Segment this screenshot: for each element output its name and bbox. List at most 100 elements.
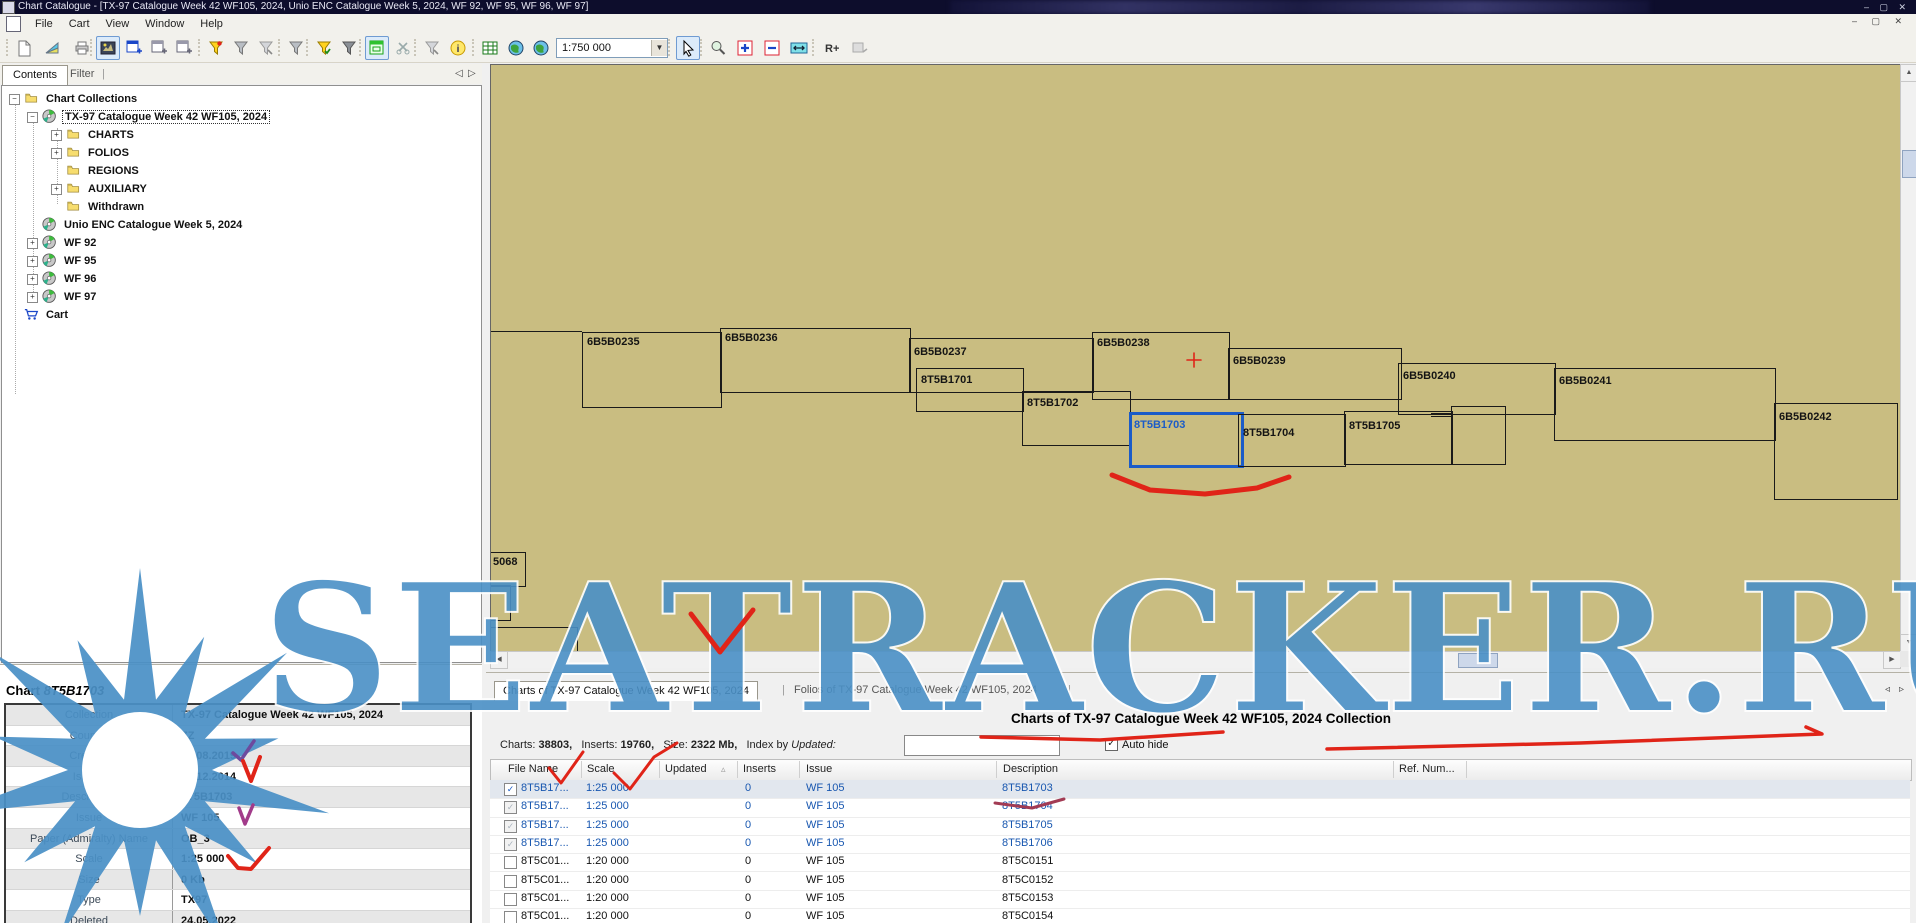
map-chart-rect-8t5b1703[interactable] bbox=[1129, 412, 1244, 468]
row-checkbox[interactable]: ✓ bbox=[504, 801, 517, 815]
table-row[interactable]: ✓ 8T5B17... 1:25 000 0 WF 105 8T5B1705 bbox=[490, 817, 1910, 836]
collapse-icon[interactable]: − bbox=[27, 112, 38, 123]
column-header-file-name[interactable]: File Name bbox=[508, 763, 559, 775]
index-search-input[interactable] bbox=[904, 735, 1060, 756]
map-chart-rect-6b5b0242[interactable] bbox=[1774, 403, 1898, 500]
map-vertical-scrollbar[interactable]: ▲ ▼ bbox=[1900, 64, 1916, 652]
expand-icon[interactable]: + bbox=[27, 238, 38, 249]
column-header-inserts[interactable]: Inserts bbox=[743, 763, 777, 775]
row-checkbox[interactable] bbox=[504, 856, 517, 870]
table-row[interactable]: 8T5C01... 1:20 000 0 WF 105 8T5C0151 bbox=[490, 853, 1910, 873]
scale-dropdown-icon[interactable]: ▼ bbox=[651, 40, 667, 56]
color-wedge-icon[interactable] bbox=[40, 36, 64, 60]
row-checkbox[interactable] bbox=[504, 911, 517, 923]
tree-item-withdrawn[interactable]: Withdrawn bbox=[66, 198, 146, 215]
tree-item-wf-96[interactable]: WF 96 bbox=[42, 270, 98, 287]
export-icon[interactable] bbox=[848, 36, 872, 60]
tab-scroll-right-icon[interactable]: ▷ bbox=[468, 68, 476, 79]
map-chart-rect[interactable] bbox=[491, 585, 511, 621]
tab-charts-of-collection[interactable]: Charts of TX-97 Catalogue Week 42 WF105,… bbox=[494, 681, 759, 701]
column-header-issue[interactable]: Issue bbox=[806, 763, 833, 775]
tree-item-tx-97-catalogue-week-42-wf105-2024[interactable]: TX-97 Catalogue Week 42 WF105, 2024 bbox=[42, 108, 271, 125]
filter-muted-icon[interactable] bbox=[420, 36, 444, 60]
map-chart-rect-6b5b0238[interactable] bbox=[1092, 332, 1230, 400]
tree-item-cart[interactable]: Cart bbox=[24, 306, 70, 323]
print-icon[interactable] bbox=[70, 36, 94, 60]
auto-hide-checkbox[interactable]: ✓ bbox=[1105, 738, 1118, 751]
pointer-icon[interactable] bbox=[676, 36, 700, 60]
collapse-icon[interactable]: − bbox=[9, 94, 20, 105]
row-checkbox[interactable]: ✓ bbox=[504, 819, 517, 833]
map-chart-rect-8t5b1705[interactable] bbox=[1344, 411, 1453, 465]
horizontal-scroll-thumb[interactable] bbox=[1458, 653, 1498, 668]
row-checkbox[interactable]: ✓ bbox=[504, 783, 517, 796]
column-header-ref-num[interactable]: Ref. Num... bbox=[1399, 763, 1455, 775]
tree-item-chart-collections[interactable]: Chart Collections bbox=[24, 90, 139, 107]
vertical-scroll-thumb[interactable] bbox=[1902, 150, 1916, 178]
scroll-up-icon[interactable]: ▲ bbox=[1900, 64, 1916, 82]
zoom-in-icon[interactable] bbox=[733, 36, 757, 60]
filter-gray-icon[interactable] bbox=[229, 36, 253, 60]
table-row[interactable]: ✓ 8T5B17... 1:25 000 0 WF 105 8T5B1704 bbox=[490, 798, 1910, 818]
table-row[interactable]: 8T5C01... 1:20 000 0 WF 105 8T5C0154 bbox=[490, 908, 1910, 923]
map-chart-rect-6b5b0235[interactable] bbox=[582, 332, 722, 408]
tree-item-wf-95[interactable]: WF 95 bbox=[42, 252, 98, 269]
globe-raster-icon[interactable] bbox=[504, 36, 528, 60]
map-chart-rect-5068[interactable] bbox=[491, 552, 526, 587]
row-checkbox[interactable]: ✓ bbox=[504, 837, 517, 851]
clear-selection-icon[interactable] bbox=[392, 36, 416, 60]
table-row[interactable]: 8T5C01... 1:20 000 0 WF 105 8T5C0152 bbox=[490, 872, 1910, 891]
row-checkbox[interactable] bbox=[504, 892, 517, 906]
overview-window-icon[interactable] bbox=[365, 36, 389, 60]
filter-favorites-icon[interactable] bbox=[204, 36, 228, 60]
map-horizontal-scrollbar[interactable]: ◀ ▶ bbox=[490, 651, 1901, 669]
map-chart-rect-8t5b1704[interactable] bbox=[1238, 414, 1346, 467]
tree-item-regions[interactable]: REGIONS bbox=[66, 162, 141, 179]
mdi-window-controls[interactable]: ‒ ▢ ✕ bbox=[1851, 16, 1908, 26]
map-chart-rect-6b5b0240[interactable] bbox=[1398, 363, 1556, 415]
zoom-out-icon[interactable] bbox=[760, 36, 784, 60]
expand-icon[interactable]: + bbox=[51, 184, 62, 195]
map-chart-rect-8t5b1701[interactable] bbox=[916, 368, 1024, 412]
expand-icon[interactable]: + bbox=[27, 292, 38, 303]
new-window-icon[interactable] bbox=[122, 36, 146, 60]
menu-item-help[interactable]: Help bbox=[200, 17, 223, 30]
scroll-left-icon[interactable]: ◀ bbox=[490, 651, 508, 669]
tab-filter[interactable]: Filter bbox=[70, 68, 95, 80]
filter-check-icon[interactable] bbox=[312, 36, 336, 60]
filter-apply-icon[interactable] bbox=[284, 36, 308, 60]
grid-table-icon[interactable] bbox=[478, 36, 502, 60]
tree-item-folios[interactable]: FOLIOS bbox=[66, 144, 131, 161]
map-chart-rect-6b5b0236[interactable] bbox=[720, 328, 911, 393]
table-row[interactable]: 8T5C01... 1:20 000 0 WF 105 8T5C0153 bbox=[490, 890, 1910, 910]
expand-icon[interactable]: + bbox=[51, 148, 62, 159]
expand-icon[interactable]: + bbox=[51, 130, 62, 141]
row-checkbox[interactable] bbox=[504, 874, 517, 888]
table-row[interactable]: ✓ 8T5B17... 1:25 000 0 WF 105 8T5B1703 bbox=[490, 780, 1910, 800]
tree-item-unio-enc-catalogue-week-5-2024[interactable]: Unio ENC Catalogue Week 5, 2024 bbox=[42, 216, 244, 233]
tree-item-charts[interactable]: CHARTS bbox=[66, 126, 136, 143]
panel-tab-scroll-right-icon[interactable]: ▹ bbox=[1898, 684, 1904, 695]
map-chart-rect[interactable] bbox=[491, 627, 578, 652]
tab-folios-of-collection[interactable]: Folios of TX-97 Catalogue Week 42 WF105,… bbox=[794, 684, 1037, 696]
tree-item-wf-92[interactable]: WF 92 bbox=[42, 234, 98, 251]
tab-scroll-left-icon[interactable]: ◁ bbox=[455, 68, 463, 79]
panel-tab-scroll-left-icon[interactable]: ◃ bbox=[1884, 684, 1890, 695]
tab-contents[interactable]: Contents bbox=[2, 65, 69, 85]
fit-width-icon[interactable] bbox=[787, 36, 811, 60]
info-icon[interactable]: i bbox=[446, 36, 470, 60]
window-controls[interactable]: ‒ ▢ ✕ bbox=[1863, 2, 1910, 12]
map-chart-rect-6b5b0237[interactable] bbox=[909, 338, 1094, 393]
tree-item-wf-97[interactable]: WF 97 bbox=[42, 288, 98, 305]
magnifier-icon[interactable] bbox=[706, 36, 730, 60]
filter-dark-icon[interactable] bbox=[337, 36, 361, 60]
table-row[interactable]: ✓ 8T5B17... 1:25 000 0 WF 105 8T5B1706 bbox=[490, 835, 1910, 855]
menu-item-window[interactable]: Window bbox=[145, 17, 185, 30]
map-chart-rect-6b5b0239[interactable] bbox=[1228, 348, 1402, 400]
filter-edit-icon[interactable] bbox=[254, 36, 278, 60]
scroll-right-icon[interactable]: ▶ bbox=[1883, 651, 1901, 669]
map-chart-rect[interactable] bbox=[1451, 406, 1506, 465]
tree-item-auxiliary[interactable]: AUXILIARY bbox=[66, 180, 149, 197]
menu-item-file[interactable]: File bbox=[35, 17, 53, 30]
column-header-updated[interactable]: Updated bbox=[665, 763, 707, 775]
